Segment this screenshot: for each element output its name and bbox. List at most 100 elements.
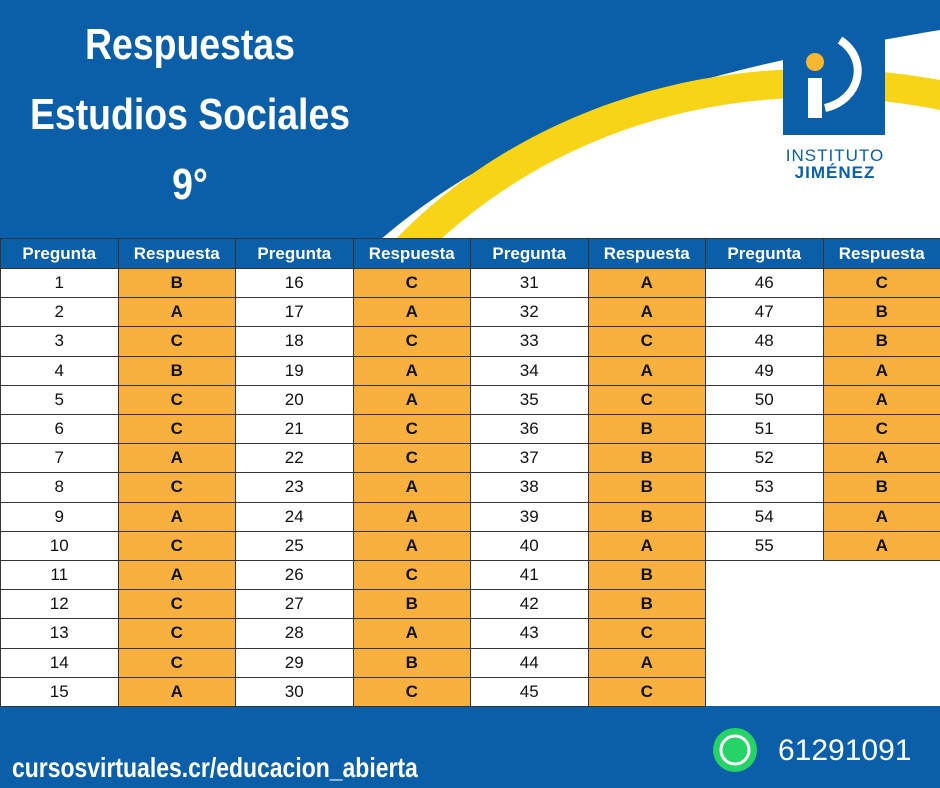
answer: B <box>822 472 940 503</box>
question-number: 22 <box>235 443 354 474</box>
question-number: 52 <box>705 443 824 474</box>
title-line: 9° <box>172 160 208 209</box>
answer: A <box>822 384 940 415</box>
question-number: 13 <box>0 618 119 649</box>
question-number: 31 <box>470 268 589 299</box>
question-number: 43 <box>470 618 589 649</box>
answer: C <box>352 560 471 591</box>
column-header: Pregunta <box>0 238 119 269</box>
question-number: 33 <box>470 326 589 357</box>
question-number: 12 <box>0 589 119 620</box>
answer: C <box>352 443 471 474</box>
answer: B <box>352 589 471 620</box>
question-number: 44 <box>470 647 589 678</box>
question-number: 2 <box>0 297 119 328</box>
question-number: 14 <box>0 647 119 678</box>
answer: A <box>822 530 940 561</box>
question-number: 46 <box>705 268 824 299</box>
column-header: Pregunta <box>705 238 824 269</box>
question-number: 18 <box>235 326 354 357</box>
answer: B <box>822 297 940 328</box>
answer: A <box>352 355 471 386</box>
answer: C <box>117 414 236 445</box>
question-number: 38 <box>470 472 589 503</box>
answer: B <box>587 560 706 591</box>
answer: C <box>587 326 706 357</box>
question-number: 54 <box>705 501 824 532</box>
answer: C <box>352 414 471 445</box>
logo-text: INSTITUTO <box>785 146 885 165</box>
question-number: 10 <box>0 530 119 561</box>
column-header: Pregunta <box>235 238 354 269</box>
question-number: 7 <box>0 443 119 474</box>
answer: B <box>117 268 236 299</box>
question-number: 37 <box>470 443 589 474</box>
footer-url: cursosvirtuales.cr/educacion_abierta <box>12 752 418 783</box>
answer: A <box>117 560 236 591</box>
question-number: 16 <box>235 268 354 299</box>
answer: C <box>117 472 236 503</box>
answer: A <box>822 501 940 532</box>
question-number: 11 <box>0 560 119 591</box>
question-number: 28 <box>235 618 354 649</box>
question-number: 34 <box>470 355 589 386</box>
answer: C <box>117 384 236 415</box>
answer: A <box>587 530 706 561</box>
question-number: 39 <box>470 501 589 532</box>
question-number: 25 <box>235 530 354 561</box>
answer: C <box>352 326 471 357</box>
answer: A <box>352 501 471 532</box>
answer: C <box>117 530 236 561</box>
answer: A <box>117 501 236 532</box>
answer: C <box>117 618 236 649</box>
answer: A <box>352 530 471 561</box>
question-number: 53 <box>705 472 824 503</box>
answer: C <box>587 676 706 707</box>
answer: A <box>587 268 706 299</box>
question-number: 26 <box>235 560 354 591</box>
answer: C <box>822 414 940 445</box>
answer: A <box>822 443 940 474</box>
question-number: 27 <box>235 589 354 620</box>
question-number: 17 <box>235 297 354 328</box>
question-number: 4 <box>0 355 119 386</box>
question-number: 42 <box>470 589 589 620</box>
question-number: 9 <box>0 501 119 532</box>
footer-phone: 61291091 <box>778 734 912 767</box>
answer: A <box>587 355 706 386</box>
answer: C <box>587 384 706 415</box>
column-header: Respuesta <box>352 238 471 269</box>
question-number: 40 <box>470 530 589 561</box>
question-number: 32 <box>470 297 589 328</box>
question-number: 20 <box>235 384 354 415</box>
title-line: Respuestas <box>85 20 295 69</box>
answer: A <box>117 297 236 328</box>
question-number: 45 <box>470 676 589 707</box>
answer: B <box>117 355 236 386</box>
question-number: 8 <box>0 472 119 503</box>
question-number: 24 <box>235 501 354 532</box>
answer: B <box>587 414 706 445</box>
question-number: 6 <box>0 414 119 445</box>
answer: B <box>587 589 706 620</box>
question-number: 41 <box>470 560 589 591</box>
question-number: 35 <box>470 384 589 415</box>
answer: A <box>352 384 471 415</box>
answer: B <box>587 443 706 474</box>
answer: A <box>352 297 471 328</box>
question-number: 5 <box>0 384 119 415</box>
question-number: 23 <box>235 472 354 503</box>
question-number: 55 <box>705 530 824 561</box>
question-number: 36 <box>470 414 589 445</box>
question-number: 49 <box>705 355 824 386</box>
answer: C <box>587 618 706 649</box>
question-number: 21 <box>235 414 354 445</box>
answer: C <box>117 326 236 357</box>
question-number: 51 <box>705 414 824 445</box>
question-number: 3 <box>0 326 119 357</box>
answer: A <box>352 618 471 649</box>
column-header: Respuesta <box>822 238 940 269</box>
answer: A <box>117 676 236 707</box>
